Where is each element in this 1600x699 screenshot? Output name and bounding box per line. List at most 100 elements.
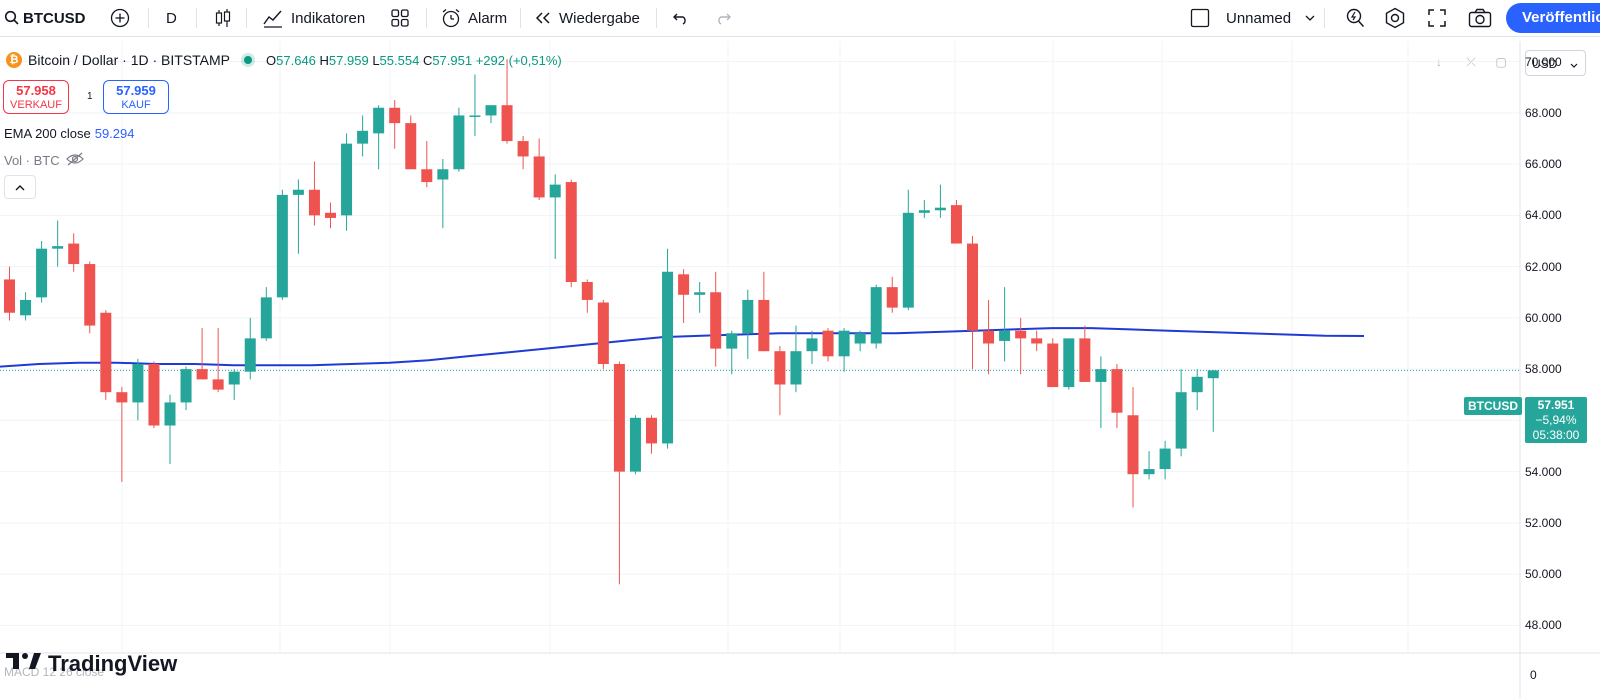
candle-body	[36, 248, 48, 298]
brand-name: TradingView	[48, 651, 178, 676]
tradingview-logo-icon	[6, 651, 42, 677]
alarm-clock-icon	[440, 7, 462, 29]
candle-body	[421, 169, 433, 183]
search-icon	[4, 10, 20, 26]
candle-body	[822, 330, 834, 357]
candle	[822, 328, 834, 362]
candle-body	[565, 182, 577, 282]
price-chart[interactable]	[0, 41, 1600, 699]
candle	[934, 184, 946, 218]
candle-body	[806, 338, 818, 352]
candle-body	[228, 371, 240, 385]
candle-body	[84, 264, 96, 326]
volume-legend[interactable]: Vol · BTC	[4, 152, 84, 169]
candle-body	[886, 287, 898, 308]
redo-button[interactable]	[714, 0, 732, 36]
candle	[196, 328, 208, 380]
publish-button[interactable]: Veröffentlic	[1506, 3, 1600, 33]
candle	[967, 235, 978, 370]
candle-body	[646, 417, 657, 444]
candle	[308, 161, 320, 226]
alert-button[interactable]: Alarm	[440, 0, 507, 36]
maximize-pane-button[interactable]: ▢	[1490, 52, 1512, 72]
compare-symbol-button[interactable]	[110, 0, 130, 36]
move-down-button[interactable]: ↓	[1428, 52, 1450, 72]
candle-body	[549, 184, 561, 198]
sell-button[interactable]: 57.958 VERKAUF	[3, 80, 69, 114]
candle-body	[1079, 338, 1091, 382]
currency-select[interactable]: USD	[1525, 50, 1586, 76]
candle-body	[148, 364, 160, 426]
candle-body	[164, 402, 176, 426]
candle-body	[276, 194, 288, 298]
replay-button[interactable]: Wiedergabe	[534, 0, 640, 36]
volume-label: Vol · BTC	[4, 153, 60, 168]
eye-hidden-icon[interactable]	[65, 152, 84, 169]
layout-menu-button[interactable]: Unnamed	[1190, 0, 1315, 36]
series-legend[interactable]: ₿ Bitcoin / Dollar · 1D · BITSTAMP O57.6…	[6, 52, 562, 68]
symbol-search-button[interactable]: BTCUSD	[4, 0, 86, 36]
candle	[292, 179, 304, 254]
candle	[325, 202, 336, 229]
close-label: C	[422, 52, 433, 68]
templates-button[interactable]	[390, 0, 410, 36]
collapse-pane-button[interactable]: ⤫	[1460, 52, 1482, 72]
candle-body	[485, 105, 497, 116]
indicators-button[interactable]: Indikatoren	[262, 0, 365, 36]
bitcoin-icon: ₿	[6, 52, 22, 68]
quick-search-button[interactable]	[1344, 0, 1366, 36]
series-title: Bitcoin / Dollar · 1D · BITSTAMP	[28, 52, 231, 68]
interval-button[interactable]: D	[166, 0, 177, 36]
chart-pane[interactable]: ₿ Bitcoin / Dollar · 1D · BITSTAMP O57.6…	[0, 41, 1600, 699]
collapse-legend-button[interactable]	[4, 175, 36, 199]
snapshot-button[interactable]	[1468, 0, 1492, 36]
candle-body	[662, 271, 674, 444]
buy-button[interactable]: 57.959 KAUF	[103, 80, 169, 114]
price-axis-label: 58.000	[1525, 362, 1562, 377]
last-price: 57.951	[1537, 398, 1575, 412]
replay-label: Wiedergabe	[559, 9, 640, 27]
chart-type-button[interactable]	[212, 0, 234, 36]
candle	[68, 233, 80, 272]
price-axis-label: 70.000	[1525, 54, 1562, 69]
price-axis-label: 66.000	[1525, 157, 1562, 172]
open-label: O	[266, 52, 277, 68]
candle	[228, 369, 240, 400]
candle	[52, 220, 64, 267]
candle	[662, 248, 674, 449]
candle-body	[1143, 469, 1155, 475]
chevron-down-icon	[1570, 51, 1578, 77]
candle	[116, 387, 128, 482]
undo-button[interactable]	[672, 0, 690, 36]
candle-body	[1095, 369, 1107, 382]
candle	[212, 328, 224, 393]
candle-body	[902, 212, 914, 308]
candle-body	[501, 105, 513, 142]
toolbar-divider	[246, 8, 247, 28]
candle-body	[196, 369, 208, 380]
candle	[854, 330, 866, 352]
toolbar-divider	[1324, 8, 1325, 28]
candle-body	[967, 243, 978, 331]
chevron-down-icon	[1305, 15, 1315, 21]
candle	[774, 346, 786, 416]
candle	[1047, 338, 1059, 388]
fullscreen-button[interactable]	[1428, 0, 1446, 36]
candle	[983, 299, 995, 375]
close-value: 57.951	[432, 52, 473, 68]
ema-legend[interactable]: EMA 200 close 59.294	[4, 126, 134, 141]
toolbar-divider	[520, 8, 521, 28]
collapse-icon: ⤫	[1466, 54, 1476, 69]
buy-label: KAUF	[121, 99, 151, 111]
toolbar-divider	[426, 8, 427, 28]
candle-body	[180, 369, 192, 403]
undo-icon	[672, 11, 690, 25]
high-value: 57.959	[328, 52, 369, 68]
candle-body	[950, 205, 962, 244]
candle	[373, 105, 385, 170]
settings-button[interactable]	[1384, 0, 1406, 36]
candle-body	[52, 246, 64, 249]
top-toolbar: BTCUSD D Indikatoren Alarm	[0, 0, 1600, 37]
change-value: +292 (+0,51%)	[475, 52, 562, 68]
candle	[1207, 370, 1219, 432]
